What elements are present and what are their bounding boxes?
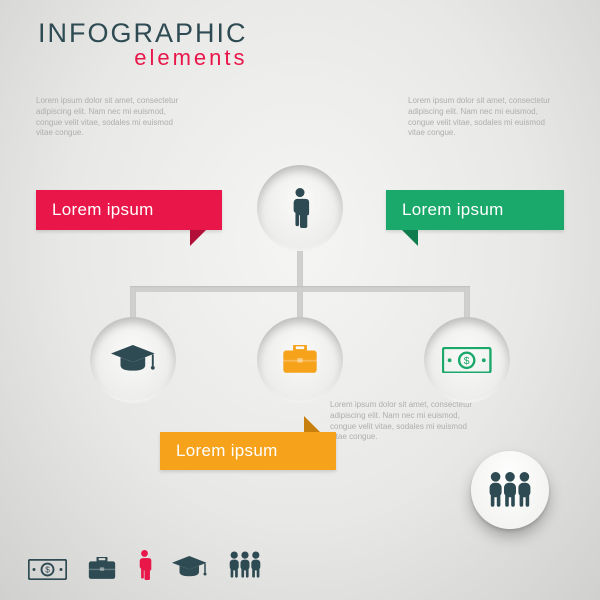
ribbon-orange-label: Lorem ipsum bbox=[160, 432, 336, 470]
node-raised bbox=[471, 451, 549, 529]
node-mid bbox=[257, 317, 343, 403]
connector-v-top bbox=[297, 248, 303, 288]
briefcase-icon bbox=[87, 557, 117, 580]
ribbon-red-tail bbox=[190, 230, 206, 246]
ribbon-green-tail bbox=[402, 230, 418, 246]
ribbon-orange-tail bbox=[304, 416, 320, 432]
ribbon-red: Lorem ipsum bbox=[36, 190, 222, 230]
body-text-right: Lorem ipsum dolor sit amet, consectetur … bbox=[408, 96, 563, 139]
svg-text:$: $ bbox=[45, 566, 50, 575]
body-text-under: Lorem ipsum dolor sit amet, consectetur … bbox=[330, 400, 480, 443]
node-right: $ bbox=[424, 317, 510, 403]
person-icon bbox=[137, 550, 152, 580]
gradcap-icon bbox=[172, 556, 207, 580]
gradcap-icon bbox=[111, 345, 155, 375]
ribbon-green-label: Lorem ipsum bbox=[386, 190, 564, 230]
money-icon: $ bbox=[28, 559, 67, 580]
group-icon bbox=[227, 550, 263, 580]
ribbon-green: Lorem ipsum bbox=[386, 190, 564, 230]
node-left bbox=[90, 317, 176, 403]
group-icon bbox=[486, 470, 534, 510]
ribbon-orange: Lorem ipsum bbox=[160, 432, 336, 470]
svg-text:$: $ bbox=[464, 356, 470, 367]
title-block: INFOGRAPHIC elements bbox=[38, 18, 248, 71]
person-icon bbox=[290, 188, 310, 228]
node-top bbox=[257, 165, 343, 251]
infographic-stage: INFOGRAPHIC elements Lorem ipsum dolor s… bbox=[0, 0, 600, 600]
icon-row: $ bbox=[28, 550, 263, 580]
briefcase-icon bbox=[281, 345, 319, 375]
money-icon: $ bbox=[442, 347, 491, 374]
ribbon-red-label: Lorem ipsum bbox=[36, 190, 222, 230]
body-text-left: Lorem ipsum dolor sit amet, consectetur … bbox=[36, 96, 186, 139]
